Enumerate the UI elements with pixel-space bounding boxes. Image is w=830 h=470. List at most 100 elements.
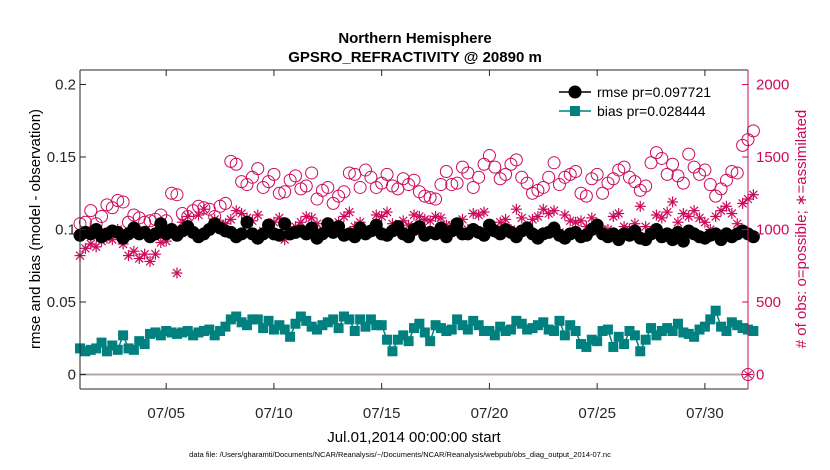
y-right-tick-label: 1000 — [756, 222, 789, 239]
bias-point — [398, 330, 409, 341]
bias-point — [155, 330, 166, 341]
obs-assimilated-point — [79, 242, 91, 254]
bias-point — [338, 311, 349, 322]
bias-point — [382, 334, 393, 345]
bias-point — [85, 344, 96, 355]
rmse-point — [272, 228, 286, 242]
obs-possible-point — [482, 149, 496, 163]
bias-point — [312, 324, 323, 335]
obs-assimilated-point — [133, 253, 145, 264]
bias-point — [425, 336, 436, 347]
bias-point — [452, 314, 463, 325]
bias-point — [198, 326, 209, 336]
bias-point — [118, 330, 129, 341]
bias-point — [640, 334, 651, 345]
obs-assimilated-point — [548, 205, 560, 217]
rmse-point — [676, 234, 690, 248]
obs-possible-point — [337, 185, 351, 199]
obs-possible-point — [111, 194, 125, 207]
obs-possible-point — [95, 209, 109, 223]
bias-point — [549, 326, 560, 336]
bias-point — [166, 327, 177, 338]
legend-bias-marker — [570, 106, 580, 116]
rmse-point — [148, 227, 162, 241]
obs-possible-point — [698, 163, 712, 177]
obs-assimilated-point — [516, 212, 528, 224]
obs-assimilated-point — [672, 216, 684, 228]
y-right-tick-label: 1500 — [756, 149, 789, 166]
legend: rmse pr=0.097721 bias pr=0.028444 — [559, 84, 711, 119]
bias-point — [710, 305, 721, 316]
bias-point — [101, 346, 112, 357]
obs-assimilated-point — [338, 210, 350, 222]
bias-point — [387, 346, 398, 357]
bias-point — [263, 315, 274, 326]
bias-point — [139, 339, 150, 350]
obs-possible-point — [229, 157, 243, 171]
obs-assimilated-point — [661, 206, 673, 218]
bias-point — [484, 326, 495, 336]
obs-assimilated-point — [236, 208, 248, 220]
obs-possible-point — [499, 167, 513, 181]
bias-point — [225, 314, 236, 325]
obs-possible-point — [590, 167, 604, 181]
bias-point — [646, 323, 657, 334]
data-file-footnote: data file: /Users/gharamti/Documents/NCA… — [189, 450, 611, 459]
bias-point — [705, 314, 716, 325]
obs-possible-point — [267, 167, 281, 181]
x-tick-label: 07/15 — [363, 405, 401, 422]
rmse-point — [240, 215, 254, 229]
bias-point — [479, 326, 490, 336]
y-axis-right-label: # of obs: o=possible; ∗=assimilated — [793, 110, 810, 349]
bias-point — [441, 326, 452, 336]
bias-point — [462, 324, 473, 335]
bias-point — [581, 341, 592, 352]
bias-point — [473, 320, 484, 331]
bias-point — [565, 320, 576, 331]
bias-point — [150, 327, 161, 338]
obs-assimilated-point — [715, 205, 727, 217]
bias-point — [80, 346, 91, 357]
y-right-tick-label: 500 — [756, 294, 781, 311]
bias-point — [252, 314, 263, 325]
bias-point — [182, 326, 193, 336]
bias-point — [360, 321, 371, 332]
bias-point — [748, 326, 759, 336]
bias-point — [333, 323, 344, 334]
bias-series — [75, 305, 759, 381]
bias-point — [559, 330, 570, 341]
obs-assimilated-point — [171, 267, 183, 279]
bias-point — [667, 326, 678, 336]
bias-point — [516, 318, 527, 329]
obs-assimilated-point — [149, 248, 161, 260]
obs-assimilated-point — [300, 210, 312, 222]
y-right-tick-label: 0 — [756, 367, 764, 384]
obs-assimilated-point — [478, 206, 490, 218]
obs-assimilated-point — [376, 210, 388, 222]
bias-point — [349, 326, 360, 336]
bias-point — [328, 314, 339, 325]
bias-point — [290, 318, 301, 329]
bias-point — [247, 314, 258, 325]
bias-point — [430, 320, 441, 331]
obs-possible-point — [725, 165, 739, 178]
bias-point — [171, 328, 182, 339]
obs-possible-point — [466, 180, 480, 194]
bias-point — [409, 323, 419, 334]
y-left-tick-label: 0.15 — [47, 149, 76, 166]
bias-point — [570, 326, 581, 336]
bias-point — [419, 327, 430, 338]
bias-point — [468, 315, 479, 326]
rmse-point — [305, 221, 319, 235]
legend-rmse-marker — [568, 85, 582, 99]
bias-point — [371, 320, 382, 331]
bias-point — [435, 323, 446, 334]
obs-possible-point — [639, 179, 653, 193]
obs-assimilated-point — [144, 255, 156, 267]
bias-point — [306, 321, 317, 332]
x-tick-label: 07/05 — [147, 405, 185, 422]
obs-assimilated-point — [343, 206, 355, 218]
obs-assimilated-point — [613, 208, 625, 220]
rmse-point — [315, 227, 329, 241]
obs-assimilated-point — [424, 215, 436, 227]
